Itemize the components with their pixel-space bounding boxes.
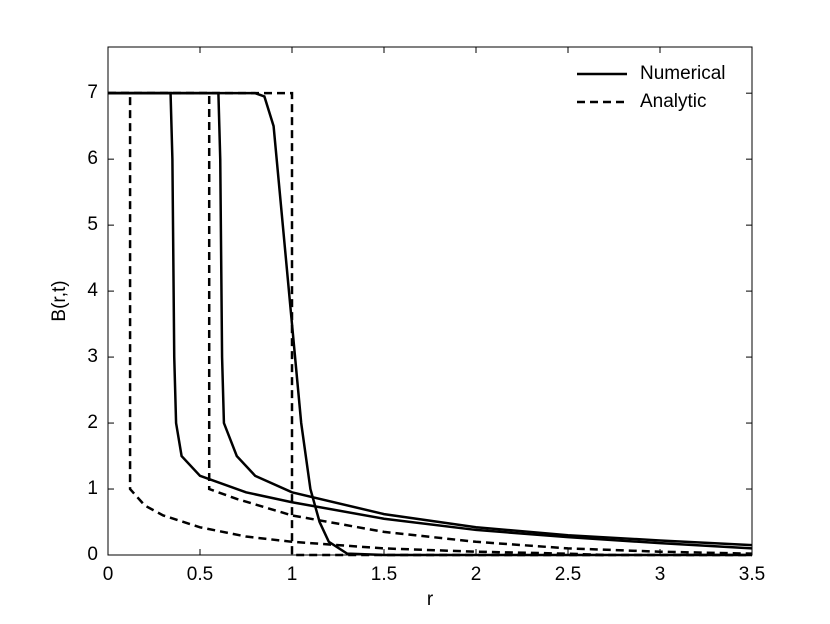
line (108, 91, 752, 557)
line (108, 91, 752, 557)
y-tick-label: 5 (87, 214, 98, 235)
y-axis-label: B(r,t) (49, 280, 70, 321)
x-axis-label: r (427, 589, 434, 610)
y-tick-label: 2 (87, 412, 98, 433)
x-tick-label: 3 (655, 564, 666, 585)
y-tick-label: 0 (87, 544, 98, 565)
line (108, 91, 605, 557)
x-tick-label: 1.5 (371, 564, 397, 585)
y-tick-label: 4 (87, 280, 98, 301)
y-tick-label: 3 (87, 346, 98, 367)
x-tick-label: 1 (287, 564, 298, 585)
line (108, 91, 753, 550)
x-tick-label: 2 (471, 564, 482, 585)
line (108, 91, 753, 555)
y-tick-label: 6 (87, 148, 98, 169)
y-tick-label: 1 (87, 478, 98, 499)
line (108, 91, 753, 547)
legend-label: Numerical (640, 63, 726, 84)
x-tick-label: 2.5 (555, 564, 581, 585)
y-tick-label: 7 (87, 82, 98, 103)
x-tick-label: 0.5 (187, 564, 213, 585)
legend-label: Analytic (640, 91, 707, 112)
plot-frame (107, 46, 753, 556)
x-tick-label: 3.5 (739, 564, 765, 585)
x-tick-label: 0 (103, 564, 114, 585)
